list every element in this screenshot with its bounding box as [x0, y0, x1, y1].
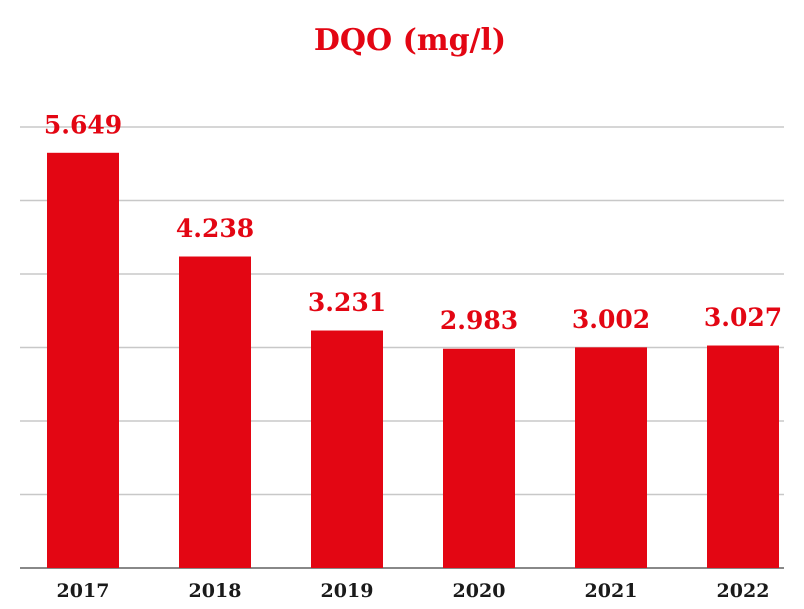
x-tick-label: 2017 [57, 580, 110, 602]
chart-title: DQO (mg/l) [314, 23, 506, 58]
x-tick-label: 2020 [453, 580, 506, 602]
value-label: 3.027 [704, 303, 782, 332]
bar [311, 330, 383, 568]
value-label: 5.649 [44, 110, 122, 139]
bar [443, 348, 515, 568]
x-tick-label: 2021 [585, 580, 638, 602]
value-label: 3.002 [572, 305, 650, 334]
value-label: 2.983 [440, 306, 518, 335]
bar [575, 347, 647, 568]
value-label: 4.238 [176, 214, 254, 243]
x-tick-label: 2019 [321, 580, 374, 602]
value-label: 3.231 [308, 288, 386, 317]
bar [47, 152, 119, 568]
bar [707, 345, 779, 568]
x-tick-label: 2018 [189, 580, 242, 602]
bar [179, 256, 251, 568]
x-tick-label: 2022 [717, 580, 770, 602]
